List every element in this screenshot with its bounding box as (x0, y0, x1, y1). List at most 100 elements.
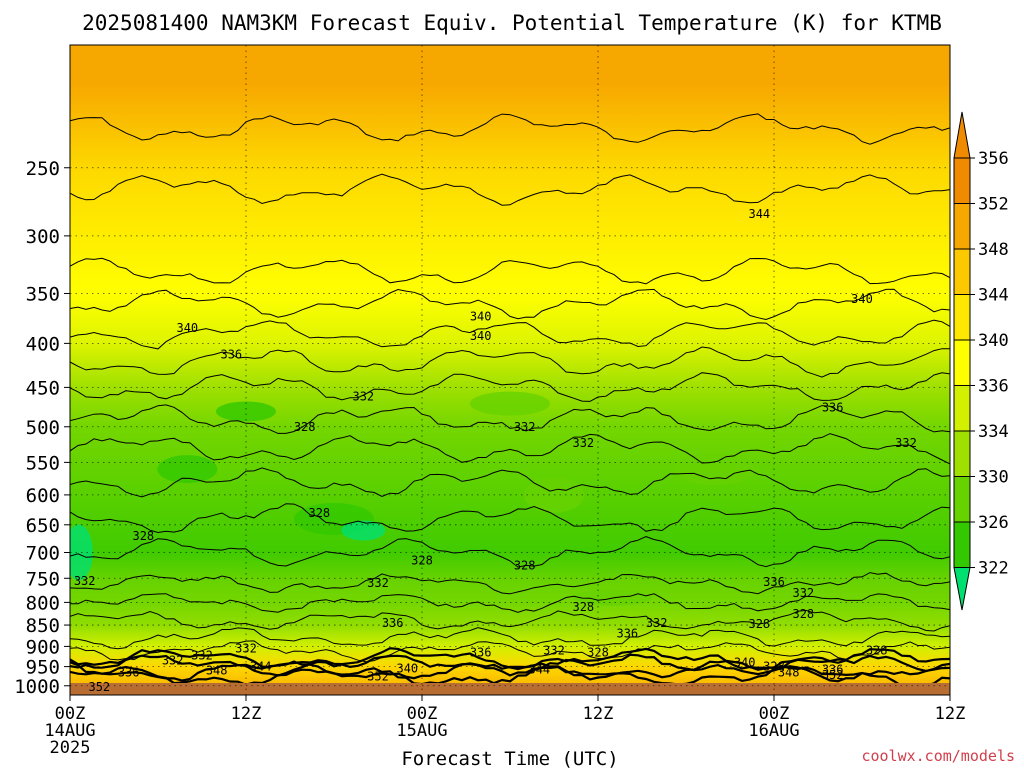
moisture-pocket (157, 455, 218, 484)
contour-label: 340 (734, 656, 756, 670)
contour-label: 340 (470, 329, 492, 343)
x-tick-label: 12Z (935, 704, 966, 724)
x-tick-label: 00Z (759, 704, 790, 724)
gridlines (70, 45, 950, 695)
contour-label: 328 (792, 607, 814, 621)
moisture-pocket (470, 391, 550, 416)
contour-line (70, 319, 950, 350)
colorbar-segment (953, 385, 971, 432)
colorbar-label: 348 (978, 240, 1009, 260)
x-tick-label: 12Z (231, 704, 262, 724)
y-axis: 2503003504004505005506006507007508008509… (14, 158, 70, 698)
y-tick-label: 750 (26, 568, 60, 590)
contour-label: 352 (367, 669, 389, 683)
contour-line (70, 467, 950, 498)
y-tick-label: 300 (26, 226, 60, 248)
y-tick-label: 1000 (14, 676, 60, 698)
colorbar-label: 352 (978, 195, 1009, 215)
contour-line (70, 593, 950, 613)
contour-label: 332 (792, 586, 814, 600)
contour-label: 344 (250, 660, 272, 674)
contour-line (70, 113, 950, 145)
contour-label: 332 (74, 574, 96, 588)
colorbar-segment (953, 521, 971, 568)
contour-labels: 344 340 340 340 340 336 336 332 332 332 332 328 328 3… (74, 207, 917, 694)
contour-line (70, 503, 950, 534)
contour-line (70, 372, 950, 402)
colorbar-segment (953, 339, 971, 386)
colorbar-segment (953, 430, 971, 477)
contour-line (70, 627, 950, 650)
y-tick-label: 950 (26, 657, 60, 679)
contour-line (70, 173, 950, 206)
contour-line (70, 640, 950, 663)
colorbar-bottom-arrow (953, 567, 971, 611)
plot-frame (69, 44, 951, 696)
y-tick-label: 650 (26, 515, 60, 537)
contour-label: 332 (514, 420, 536, 434)
contour-line (70, 404, 950, 434)
y-tick-label: 250 (26, 158, 60, 180)
y-tick-label: 700 (26, 542, 60, 564)
colorbar-top-arrow (953, 111, 971, 159)
contour-label: 344 (748, 207, 770, 221)
contour-line (70, 346, 950, 378)
contour-label: 328 (294, 420, 316, 434)
contour-label: 328 (587, 646, 609, 660)
y-tick-label: 850 (26, 615, 60, 637)
y-tick-label: 800 (26, 592, 60, 614)
contour-label: 332 (572, 436, 594, 450)
contour-line (70, 536, 950, 568)
colorbar-label: 344 (978, 286, 1009, 306)
contour-line (70, 288, 950, 321)
below-ground-band (70, 683, 950, 695)
contour-label: 332 (367, 576, 389, 590)
contour-label: 332 (543, 644, 565, 658)
y-tick-label: 350 (26, 283, 60, 305)
contour-label: 336 (822, 401, 844, 415)
colorbar-segment (953, 248, 971, 295)
contour-label: 332 (646, 616, 668, 630)
colorbar-legend: 356 352 348 344 340 336 334 330 326 322 (953, 111, 1009, 611)
moisture-pocket (675, 453, 756, 486)
y-tick-label: 500 (26, 417, 60, 439)
contour-label: 332 (895, 436, 917, 450)
moisture-pocket (341, 520, 386, 541)
contour-line (70, 257, 950, 285)
colorbar-segment (953, 476, 971, 523)
contour-label: 328 (514, 559, 536, 573)
y-tick-label: 900 (26, 636, 60, 658)
contour-label: 336 (822, 663, 844, 677)
contour-label: 336 (220, 347, 242, 361)
contour-label: 328 (748, 617, 770, 631)
contour-label: 340 (470, 309, 492, 323)
colorbar-label: 334 (978, 422, 1009, 442)
contour-label: 352 (822, 668, 844, 682)
plot-area: 344 340 340 340 340 336 336 332 332 332 332 328 328 3… (70, 45, 950, 695)
y-tick-label: 450 (26, 377, 60, 399)
watermark: coolwx.com/models (861, 747, 1015, 765)
contour-label: 336 (118, 665, 140, 679)
contour-label: 340 (851, 292, 873, 306)
contour-label: 336 (470, 646, 492, 660)
y-tick-label: 550 (26, 452, 60, 474)
contour-label: 328 (411, 553, 433, 567)
contour-line (70, 609, 950, 632)
chart-title: 2025081400 NAM3KM Forecast Equiv. Potent… (82, 11, 942, 35)
contour-label: 336 (616, 627, 638, 641)
contour-label: 336 (382, 616, 404, 630)
contour-label: 332 (162, 654, 184, 668)
contour-line (70, 653, 950, 677)
x-tick-sublabel: 14AUG (44, 721, 95, 741)
contour-label: 340 (396, 662, 418, 676)
contour-label: 348 (206, 664, 228, 678)
contour-label: 332 (191, 648, 213, 662)
contour-lines (70, 113, 950, 689)
x-tick-sublabel: 16AUG (748, 721, 799, 741)
colorbar-label: 322 (978, 559, 1009, 579)
contour-line (70, 665, 950, 689)
contour-label: 344 (528, 663, 550, 677)
contour-label: 328 (866, 644, 888, 658)
contour-label: 340 (176, 321, 198, 335)
